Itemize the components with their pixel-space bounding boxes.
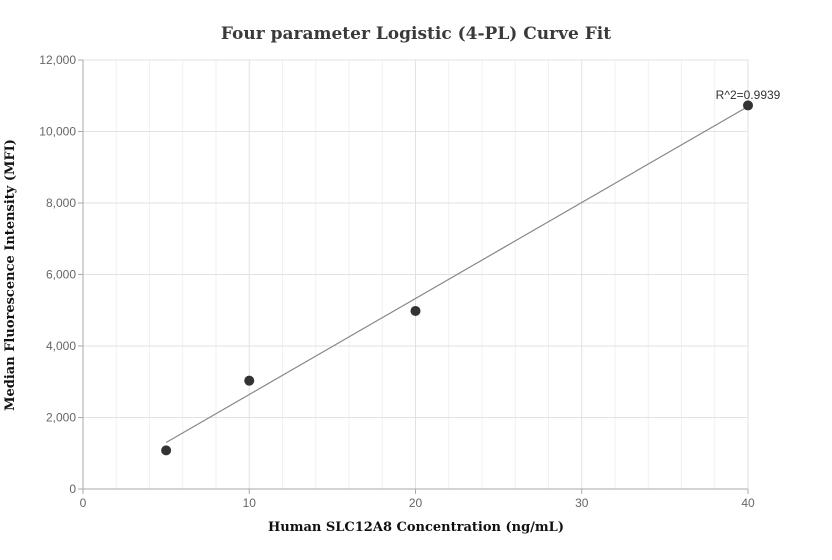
data-point — [410, 305, 421, 316]
x-tick-label: 10 — [243, 496, 257, 510]
y-tick-label: 12,000 — [39, 53, 76, 67]
y-tick-label: 0 — [69, 482, 76, 496]
data-point — [161, 445, 172, 456]
chart-title: Four parameter Logistic (4-PL) Curve Fit — [221, 24, 611, 44]
fit-curve — [165, 105, 749, 444]
y-axis-ticks: 0 2,000 4,000 6,000 8,000 10,000 12,000 — [39, 53, 83, 496]
y-tick-label: 8,000 — [46, 196, 76, 210]
x-tick-label: 20 — [409, 496, 423, 510]
x-axis-title: Human SLC12A8 Concentration (ng/mL) — [268, 520, 564, 535]
x-axis-ticks: 0 10 20 30 40 — [80, 489, 755, 510]
grid — [83, 59, 749, 489]
data-points — [161, 100, 753, 456]
y-axis-title: Median Fluorescence Intensity (MFI) — [3, 139, 18, 411]
x-tick-label: 0 — [80, 496, 87, 510]
y-tick-label: 10,000 — [39, 125, 76, 139]
x-tick-label: 30 — [575, 496, 589, 510]
r-squared-annotation: R^2=0.9939 — [716, 88, 781, 102]
data-point — [244, 375, 255, 386]
data-point — [743, 100, 753, 111]
x-tick-label: 40 — [741, 496, 755, 510]
y-tick-label: 6,000 — [46, 268, 76, 282]
y-tick-label: 4,000 — [46, 339, 76, 353]
y-tick-label: 2,000 — [46, 411, 76, 425]
fit-line — [165, 105, 749, 444]
